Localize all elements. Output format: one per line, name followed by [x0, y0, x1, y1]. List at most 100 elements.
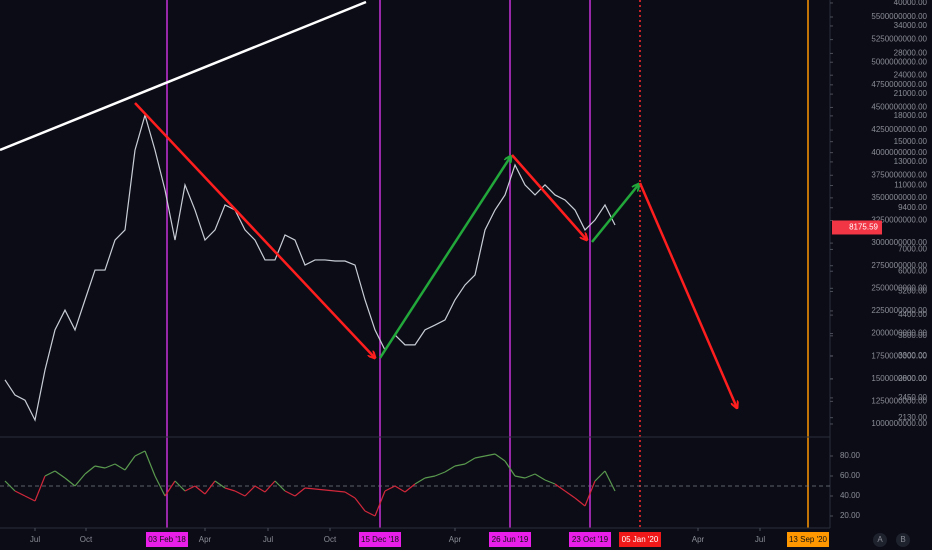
y-tick-label: 11000.00 [894, 181, 927, 190]
indicator-segment [164, 480, 176, 497]
indicator-segment [14, 490, 26, 497]
y-tick-label: 3300.00 [898, 351, 927, 360]
y2-tick-label: 3000000000.00 [871, 238, 927, 247]
indicator-segment [264, 480, 276, 493]
indicator-segment [434, 471, 446, 477]
y-tick-label: 13000.00 [894, 157, 928, 166]
marker-label: 05 Jan '20 [622, 535, 659, 544]
y2-tick-label: 5250000000.00 [871, 35, 927, 44]
indicator-segment [524, 473, 536, 479]
indicator-segment [194, 485, 206, 495]
scale-button[interactable]: A [873, 533, 887, 547]
indicator-segment [414, 477, 426, 485]
indicator-segment [144, 450, 156, 477]
x-tick-label: Jul [263, 535, 273, 544]
marker-label: 23 Oct '19 [572, 535, 609, 544]
arrow [378, 156, 511, 359]
indicator-segment [584, 480, 596, 507]
indicator-segment [94, 465, 106, 469]
indicator-segment [464, 457, 476, 465]
indicator-tick-label: 40.00 [840, 491, 861, 500]
y-tick-label: 9400.00 [898, 203, 927, 212]
trend-line [0, 0, 367, 152]
indicator-segment [574, 497, 586, 507]
indicator-segment [424, 475, 436, 479]
scale-button[interactable]: B [896, 533, 910, 547]
indicator-segment [384, 485, 396, 492]
marker-label-bg [359, 532, 401, 547]
y2-tick-label: 2750000000.00 [871, 261, 927, 270]
indicator-segment [54, 470, 66, 479]
x-tick-label: Apr [692, 535, 705, 544]
indicator-segment [364, 510, 376, 517]
arrow [591, 184, 639, 243]
indicator-segment [314, 488, 326, 491]
indicator-tick-label: 80.00 [840, 451, 861, 460]
y2-tick-label: 1750000000.00 [871, 351, 927, 360]
indicator-segment [514, 475, 526, 479]
y-tick-label: 40000.00 [894, 0, 928, 7]
button-label[interactable]: B [900, 535, 905, 544]
indicator-segment [374, 490, 386, 517]
indicator-segment [4, 480, 16, 492]
indicator-segment [44, 470, 56, 477]
y2-tick-label: 2250000000.00 [871, 306, 927, 315]
x-tick-label: Oct [80, 535, 93, 544]
indicator-segment [74, 473, 86, 487]
indicator-segment [274, 480, 286, 492]
marker-label: 15 Dec '18 [361, 535, 400, 544]
indicator-segment [474, 455, 486, 459]
y-tick-label: 3800.00 [898, 331, 927, 340]
y2-tick-label: 1250000000.00 [871, 396, 927, 405]
indicator-segment [544, 479, 556, 485]
y-tick-label: 15000.00 [894, 137, 928, 146]
last-value: 8175.59 [849, 223, 878, 232]
indicator-segment [114, 463, 126, 471]
indicator-segment [284, 490, 296, 497]
indicator-segment [344, 491, 356, 499]
y2-tick-label: 5500000000.00 [871, 12, 927, 21]
marker-label-bg [146, 532, 188, 547]
indicator-segment [84, 465, 96, 475]
y2-tick-label: 3500000000.00 [871, 193, 927, 202]
indicator-segment [224, 487, 236, 492]
y-tick-label: 4400.00 [898, 310, 927, 319]
y2-tick-label: 2000000000.00 [871, 329, 927, 338]
button-label[interactable]: A [877, 535, 883, 544]
indicator-segment [604, 470, 616, 492]
y-tick-label: 21000.00 [894, 89, 928, 98]
indicator-segment [184, 485, 196, 492]
indicator-segment [234, 490, 246, 497]
y-tick-label: 18000.00 [894, 111, 928, 120]
indicator-segment [154, 475, 166, 497]
indicator-segment [494, 453, 506, 462]
arrow [511, 154, 587, 240]
indicator-segment [214, 480, 226, 489]
x-tick-label: Apr [199, 535, 212, 544]
y2-tick-label: 5000000000.00 [871, 57, 927, 66]
marker-label: 13 Sep '20 [789, 535, 828, 544]
marker-label: 03 Feb '18 [148, 535, 186, 544]
indicator-segment [294, 487, 306, 497]
indicator-segment [484, 453, 496, 457]
marker-label-bg [489, 532, 531, 547]
indicator-segment [554, 483, 566, 492]
last-value-bg [832, 220, 882, 235]
y2-tick-label: 4500000000.00 [871, 103, 927, 112]
x-tick-label: Jul [30, 535, 40, 544]
y2-tick-label: 4750000000.00 [871, 80, 927, 89]
y2-tick-label: 1500000000.00 [871, 374, 927, 383]
y2-tick-label: 3750000000.00 [871, 170, 927, 179]
y-tick-label: 2800.00 [898, 374, 927, 383]
y-tick-label: 2450.00 [898, 393, 927, 402]
y-tick-label: 6000.00 [898, 266, 927, 275]
indicator-segment [204, 480, 216, 495]
marker-label-bg [619, 532, 661, 547]
y2-tick-label: 2500000000.00 [871, 283, 927, 292]
y-tick-label: 5200.00 [898, 287, 927, 296]
y-tick-label: 2130.00 [898, 413, 927, 422]
indicator-tick-label: 60.00 [840, 471, 861, 480]
y-tick-label: 7000.00 [898, 245, 927, 254]
